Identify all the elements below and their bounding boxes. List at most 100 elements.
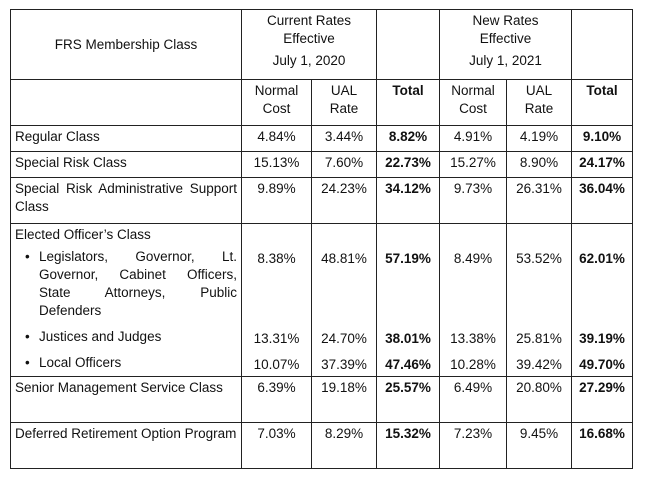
new-ual-rate: 9.45% — [506, 422, 572, 469]
current-total: 22.73% — [376, 151, 440, 178]
new-ual-rate: 26.31% — [506, 177, 572, 224]
total-label: Total — [586, 83, 618, 98]
value-legislators: 53.52% — [516, 251, 562, 266]
current-header-line2: Effective — [283, 31, 335, 46]
value-legislators: 48.81% — [321, 251, 367, 266]
value-justices: 13.31% — [253, 331, 300, 346]
current-ual-rate-header: UAL Rate — [311, 79, 377, 126]
current-rates-header: Current Rates Effective July 1, 2020 — [241, 9, 377, 80]
value-local: 49.70% — [579, 357, 625, 372]
frs-rates-table: FRS Membership Class Current Rates Effec… — [10, 9, 633, 469]
header-row-top: FRS Membership Class Current Rates Effec… — [10, 9, 633, 80]
new-normal-cost: 4.91% — [439, 125, 507, 152]
current-ual-rate: 8.29% — [311, 422, 377, 469]
sub-item-label: Local Officers — [39, 355, 122, 370]
new-header-line3: July 1, 2021 — [469, 53, 542, 68]
current-total: 8.82% — [376, 125, 440, 152]
value-local: 39.42% — [516, 357, 562, 372]
current-normal-cost-header: Normal Cost — [241, 79, 312, 126]
ual-rate-line1: UAL — [330, 83, 358, 98]
table-row-elected-officers: Elected Officer’s Class • Legislators, G… — [10, 223, 633, 377]
bullet-icon: • — [25, 329, 30, 344]
new-ual-rate: 20.80% — [506, 376, 572, 423]
value-justices: 25.81% — [516, 331, 562, 346]
elected-class-label: Elected Officer’s Class — [15, 227, 151, 242]
new-header-line1: New Rates — [472, 13, 539, 28]
table-row-senior-management: Senior Management Service Class 6.39% 19… — [10, 376, 633, 423]
row-label: Special Risk Class — [10, 151, 242, 178]
new-total: 36.04% — [571, 177, 633, 224]
elected-new-total: 62.01% 39.19% 49.70% — [571, 223, 633, 377]
new-header-line2: Effective — [479, 31, 532, 46]
row-label: Deferred Retirement Option Program — [10, 422, 242, 469]
current-ual-rate: 7.60% — [311, 151, 377, 178]
value-legislators: 8.49% — [453, 251, 493, 266]
elected-current-normal-cost: 8.38% 13.31% 10.07% — [241, 223, 312, 377]
normal-cost-line1: Normal — [254, 83, 299, 98]
current-normal-cost: 15.13% — [241, 151, 312, 178]
current-total-header-blank — [376, 9, 440, 80]
sub-item-justices: • Justices and Judges — [15, 328, 237, 346]
current-total: 34.12% — [376, 177, 440, 224]
current-ual-rate: 3.44% — [311, 125, 377, 152]
new-normal-cost: 9.73% — [439, 177, 507, 224]
new-normal-cost: 6.49% — [439, 376, 507, 423]
current-header-line3: July 1, 2020 — [272, 53, 346, 68]
table-row-special-risk: Special Risk Class 15.13% 7.60% 22.73% 1… — [10, 151, 633, 178]
value-legislators: 57.19% — [385, 251, 431, 266]
current-normal-cost: 6.39% — [241, 376, 312, 423]
value-legislators: 8.38% — [257, 251, 296, 266]
table-row-drop: Deferred Retirement Option Program 7.03%… — [10, 422, 633, 469]
new-total: 27.29% — [571, 376, 633, 423]
new-rates-header: New Rates Effective July 1, 2021 — [439, 9, 572, 80]
rates-table-wrapper: FRS Membership Class Current Rates Effec… — [10, 9, 633, 469]
value-justices: 13.38% — [450, 331, 496, 346]
bullet-icon: • — [25, 355, 30, 370]
elected-new-normal-cost: 8.49% 13.38% 10.28% — [439, 223, 507, 377]
class-column-header: FRS Membership Class — [10, 9, 242, 80]
value-local: 37.39% — [321, 357, 367, 372]
current-ual-rate: 24.23% — [311, 177, 377, 224]
value-justices: 38.01% — [385, 331, 431, 346]
value-local: 47.46% — [385, 357, 431, 372]
value-justices: 24.70% — [321, 331, 367, 346]
new-ual-rate: 4.19% — [506, 125, 572, 152]
current-normal-cost: 7.03% — [241, 422, 312, 469]
bullet-icon: • — [25, 249, 30, 264]
new-total: 24.17% — [571, 151, 633, 178]
normal-cost-line2: Cost — [459, 101, 487, 116]
elected-new-ual-rate: 53.52% 25.81% 39.42% — [506, 223, 572, 377]
elected-class-cell: Elected Officer’s Class • Legislators, G… — [10, 223, 242, 377]
sub-header-blank — [10, 79, 242, 126]
normal-cost-line1: Normal — [451, 83, 495, 98]
new-total-header: Total — [571, 79, 633, 126]
current-ual-rate: 19.18% — [311, 376, 377, 423]
current-total: 15.32% — [376, 422, 440, 469]
new-normal-cost-header: Normal Cost — [439, 79, 507, 126]
current-normal-cost: 9.89% — [241, 177, 312, 224]
new-ual-rate-header: UAL Rate — [506, 79, 572, 126]
value-legislators: 62.01% — [579, 251, 625, 266]
current-header-line1: Current Rates — [266, 13, 352, 28]
total-label: Total — [392, 83, 424, 98]
row-label: Special Risk Administrative Support Clas… — [10, 177, 242, 224]
new-total-header-blank — [571, 9, 633, 80]
new-total: 9.10% — [571, 125, 633, 152]
sub-item-local: • Local Officers — [15, 354, 237, 372]
header-row-sub: Normal Cost UAL Rate Total Normal Cost U… — [10, 79, 633, 126]
table-row-regular: Regular Class 4.84% 3.44% 8.82% 4.91% 4.… — [10, 125, 633, 152]
ual-rate-line2: Rate — [329, 101, 359, 116]
current-total: 25.57% — [376, 376, 440, 423]
new-total: 16.68% — [571, 422, 633, 469]
elected-current-ual-rate: 48.81% 24.70% 37.39% — [311, 223, 377, 377]
new-ual-rate: 8.90% — [506, 151, 572, 178]
current-total-header: Total — [376, 79, 440, 126]
ual-rate-line2: Rate — [524, 101, 554, 116]
new-normal-cost: 15.27% — [439, 151, 507, 178]
table-row-special-risk-admin: Special Risk Administrative Support Clas… — [10, 177, 633, 224]
normal-cost-line2: Cost — [262, 101, 291, 116]
sub-item-label: Legislators, Governor, Lt. Governor, Cab… — [39, 249, 237, 318]
row-label: Regular Class — [10, 125, 242, 152]
row-label: Senior Management Service Class — [10, 376, 242, 423]
sub-item-legislators: • Legislators, Governor, Lt. Governor, C… — [15, 248, 237, 320]
